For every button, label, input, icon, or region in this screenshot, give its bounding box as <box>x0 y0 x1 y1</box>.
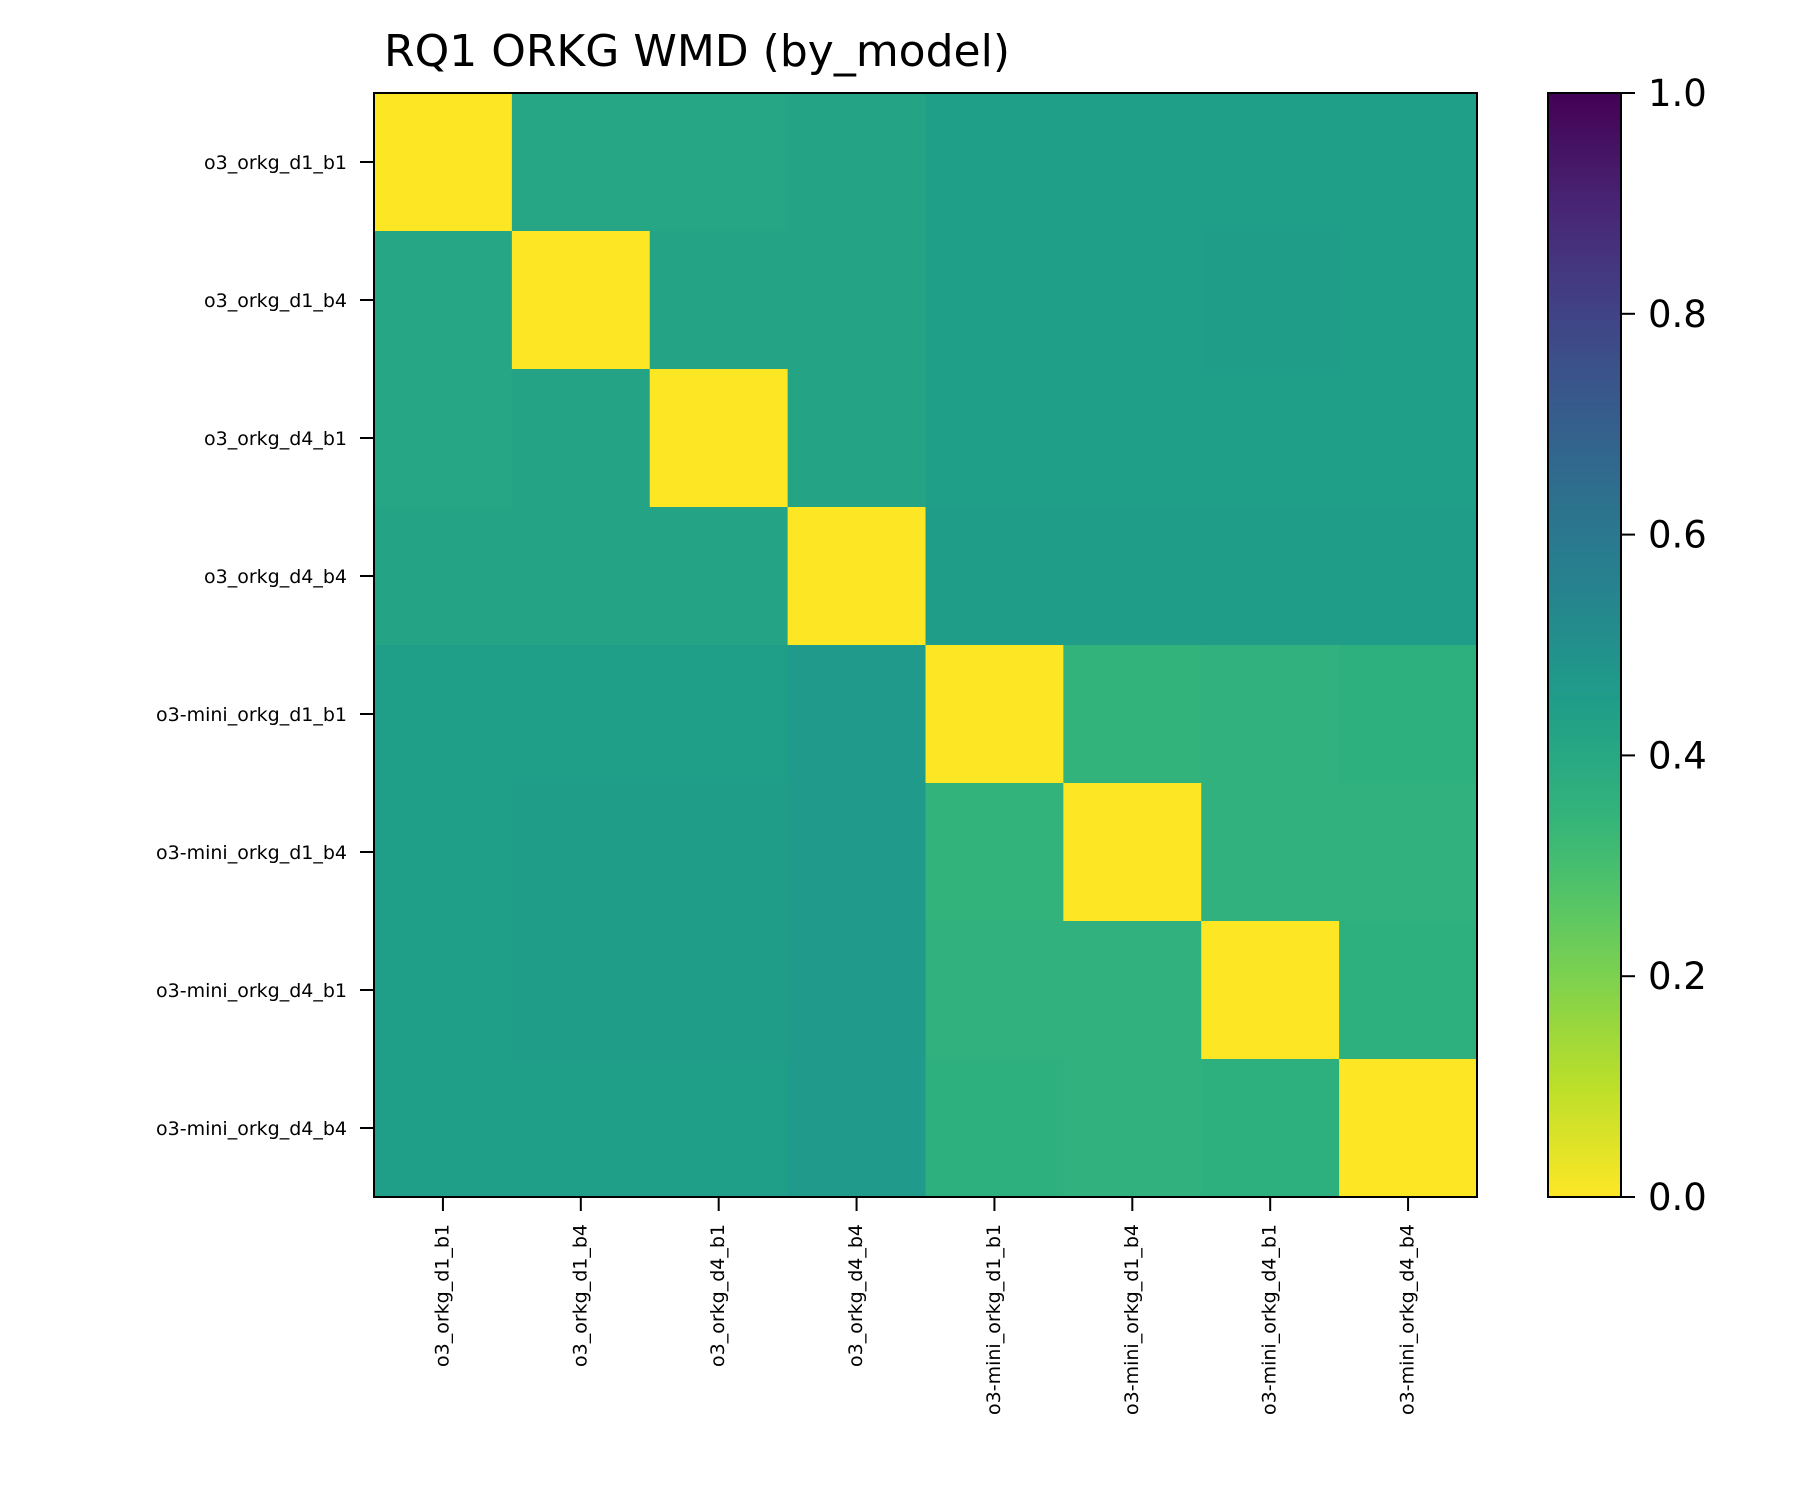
heatmap-cell <box>925 231 1064 370</box>
heatmap-cell <box>649 1059 789 1198</box>
heatmap-cell <box>511 93 651 232</box>
heatmap-cell <box>787 645 927 784</box>
heatmap-cell <box>787 93 927 232</box>
heatmap-cell <box>1063 783 1202 922</box>
heatmap-cell <box>1339 645 1478 784</box>
x-tick-label: o3-mini_orkg_d4_b4 <box>1397 1224 1419 1415</box>
heatmap-cell <box>1201 93 1340 232</box>
heatmap-cell <box>649 921 789 1060</box>
heatmap-cell <box>374 369 513 508</box>
y-tick-label: o3-mini_orkg_d4_b1 <box>156 980 347 1002</box>
colorbar-tick-label: 0.2 <box>1648 955 1707 998</box>
heatmap-cell <box>1339 93 1478 232</box>
heatmap-cell <box>511 783 651 922</box>
heatmap-cell <box>649 507 789 646</box>
heatmap-cell <box>1201 645 1340 784</box>
y-tick-label: o3_orkg_d1_b4 <box>204 290 347 312</box>
heatmap-cell <box>1063 1059 1202 1198</box>
x-tick-label: o3_orkg_d4_b4 <box>845 1224 867 1367</box>
y-axis: o3_orkg_d1_b1 o3_orkg_d1_b4 o3_orkg_d4_b1o… <box>156 152 374 1140</box>
heatmap-cell <box>374 231 513 370</box>
heatmap-cell <box>925 1059 1064 1198</box>
x-tick-label: o3-mini_orkg_d1_b1 <box>983 1224 1005 1415</box>
heatmap-cell <box>1063 93 1202 232</box>
heatmap-cell <box>374 921 513 1060</box>
y-tick-label: o3_orkg_d1_b1 <box>204 152 347 174</box>
heatmap-cell <box>1339 1059 1478 1198</box>
colorbar-tick-label: 1.0 <box>1648 72 1707 115</box>
heatmap-cell <box>1063 921 1202 1060</box>
y-tick-label: o3-mini_orkg_d4_b4 <box>156 1118 347 1140</box>
colorbar <box>1547 92 1622 1198</box>
heatmap-cell <box>787 231 927 370</box>
heatmap-cell <box>374 93 513 232</box>
heatmap-cell <box>1339 783 1478 922</box>
colorbar-ticks: 0.0 0.2 0.4 0.6 0.8 1.0 <box>1621 72 1707 1219</box>
colorbar-tick-label: 0.0 <box>1648 1176 1707 1219</box>
heatmap-cell <box>511 1059 651 1198</box>
heatmap-cell <box>649 369 789 508</box>
heatmap-cell <box>1339 369 1478 508</box>
y-tick-label: o3_orkg_d4_b1 <box>204 428 347 450</box>
heatmap-cell <box>787 783 927 922</box>
heatmap-cell <box>1201 231 1340 370</box>
heatmap-cell <box>925 921 1064 1060</box>
colorbar-tick-label: 0.6 <box>1648 514 1707 557</box>
heatmap-cell <box>1063 507 1202 646</box>
heatmap-cell <box>511 507 651 646</box>
heatmap-cell <box>511 369 651 508</box>
x-tick-label: o3-mini_orkg_d1_b4 <box>1121 1224 1143 1415</box>
heatmap-cell <box>511 921 651 1060</box>
x-tick-label: o3_orkg_d1_b4 <box>569 1224 591 1367</box>
heatmap-cell <box>787 507 927 646</box>
heatmap-cell <box>1201 507 1340 646</box>
x-tick-label: o3-mini_orkg_d4_b1 <box>1259 1224 1281 1415</box>
heatmap-cell <box>1201 369 1340 508</box>
heatmap-cell <box>374 1059 513 1198</box>
heatmap-cell <box>787 1059 927 1198</box>
heatmap-cell <box>925 93 1064 232</box>
heatmap-cell <box>649 231 789 370</box>
heatmap-cells <box>374 93 1478 1198</box>
x-tick-label: o3_orkg_d1_b1 <box>431 1224 453 1367</box>
heatmap-cell <box>1201 1059 1340 1198</box>
heatmap-cell <box>1339 507 1478 646</box>
chart-title: RQ1 ORKG WMD (by_model) <box>384 26 1010 77</box>
heatmap-cell <box>925 783 1064 922</box>
heatmap-cell <box>1201 921 1340 1060</box>
plot-frame <box>373 92 1478 1198</box>
heatmap-cell <box>649 93 789 232</box>
heatmap-cell <box>1063 231 1202 370</box>
heatmap-cell <box>374 645 513 784</box>
heatmap-cell <box>1063 645 1202 784</box>
heatmap-cell <box>1063 369 1202 508</box>
heatmap-cell <box>925 369 1064 508</box>
heatmap-cell <box>374 783 513 922</box>
x-tick-label: o3_orkg_d4_b1 <box>707 1224 729 1367</box>
heatmap-cell <box>1339 231 1478 370</box>
heatmap-cell <box>649 783 789 922</box>
y-tick-label: o3-mini_orkg_d1_b4 <box>156 842 347 864</box>
y-tick-label: o3_orkg_d4_b4 <box>204 566 347 588</box>
heatmap-cell <box>649 645 789 784</box>
heatmap-cell <box>925 645 1064 784</box>
heatmap-cell <box>1339 921 1478 1060</box>
colorbar-tick-label: 0.8 <box>1648 293 1707 336</box>
heatmap-cell <box>374 507 513 646</box>
heatmap-cell <box>787 921 927 1060</box>
y-tick-label: o3-mini_orkg_d1_b1 <box>156 704 347 726</box>
colorbar-tick-label: 0.4 <box>1648 734 1707 777</box>
heatmap-cell <box>511 645 651 784</box>
heatmap-cell <box>1201 783 1340 922</box>
heatmap-cell <box>511 231 651 370</box>
heatmap-cell <box>787 369 927 508</box>
x-axis: o3_orkg_d1_b1 o3_orkg_d1_b4 o3_orkg_d4_b1 o… <box>431 1197 1419 1415</box>
heatmap-cell <box>925 507 1064 646</box>
